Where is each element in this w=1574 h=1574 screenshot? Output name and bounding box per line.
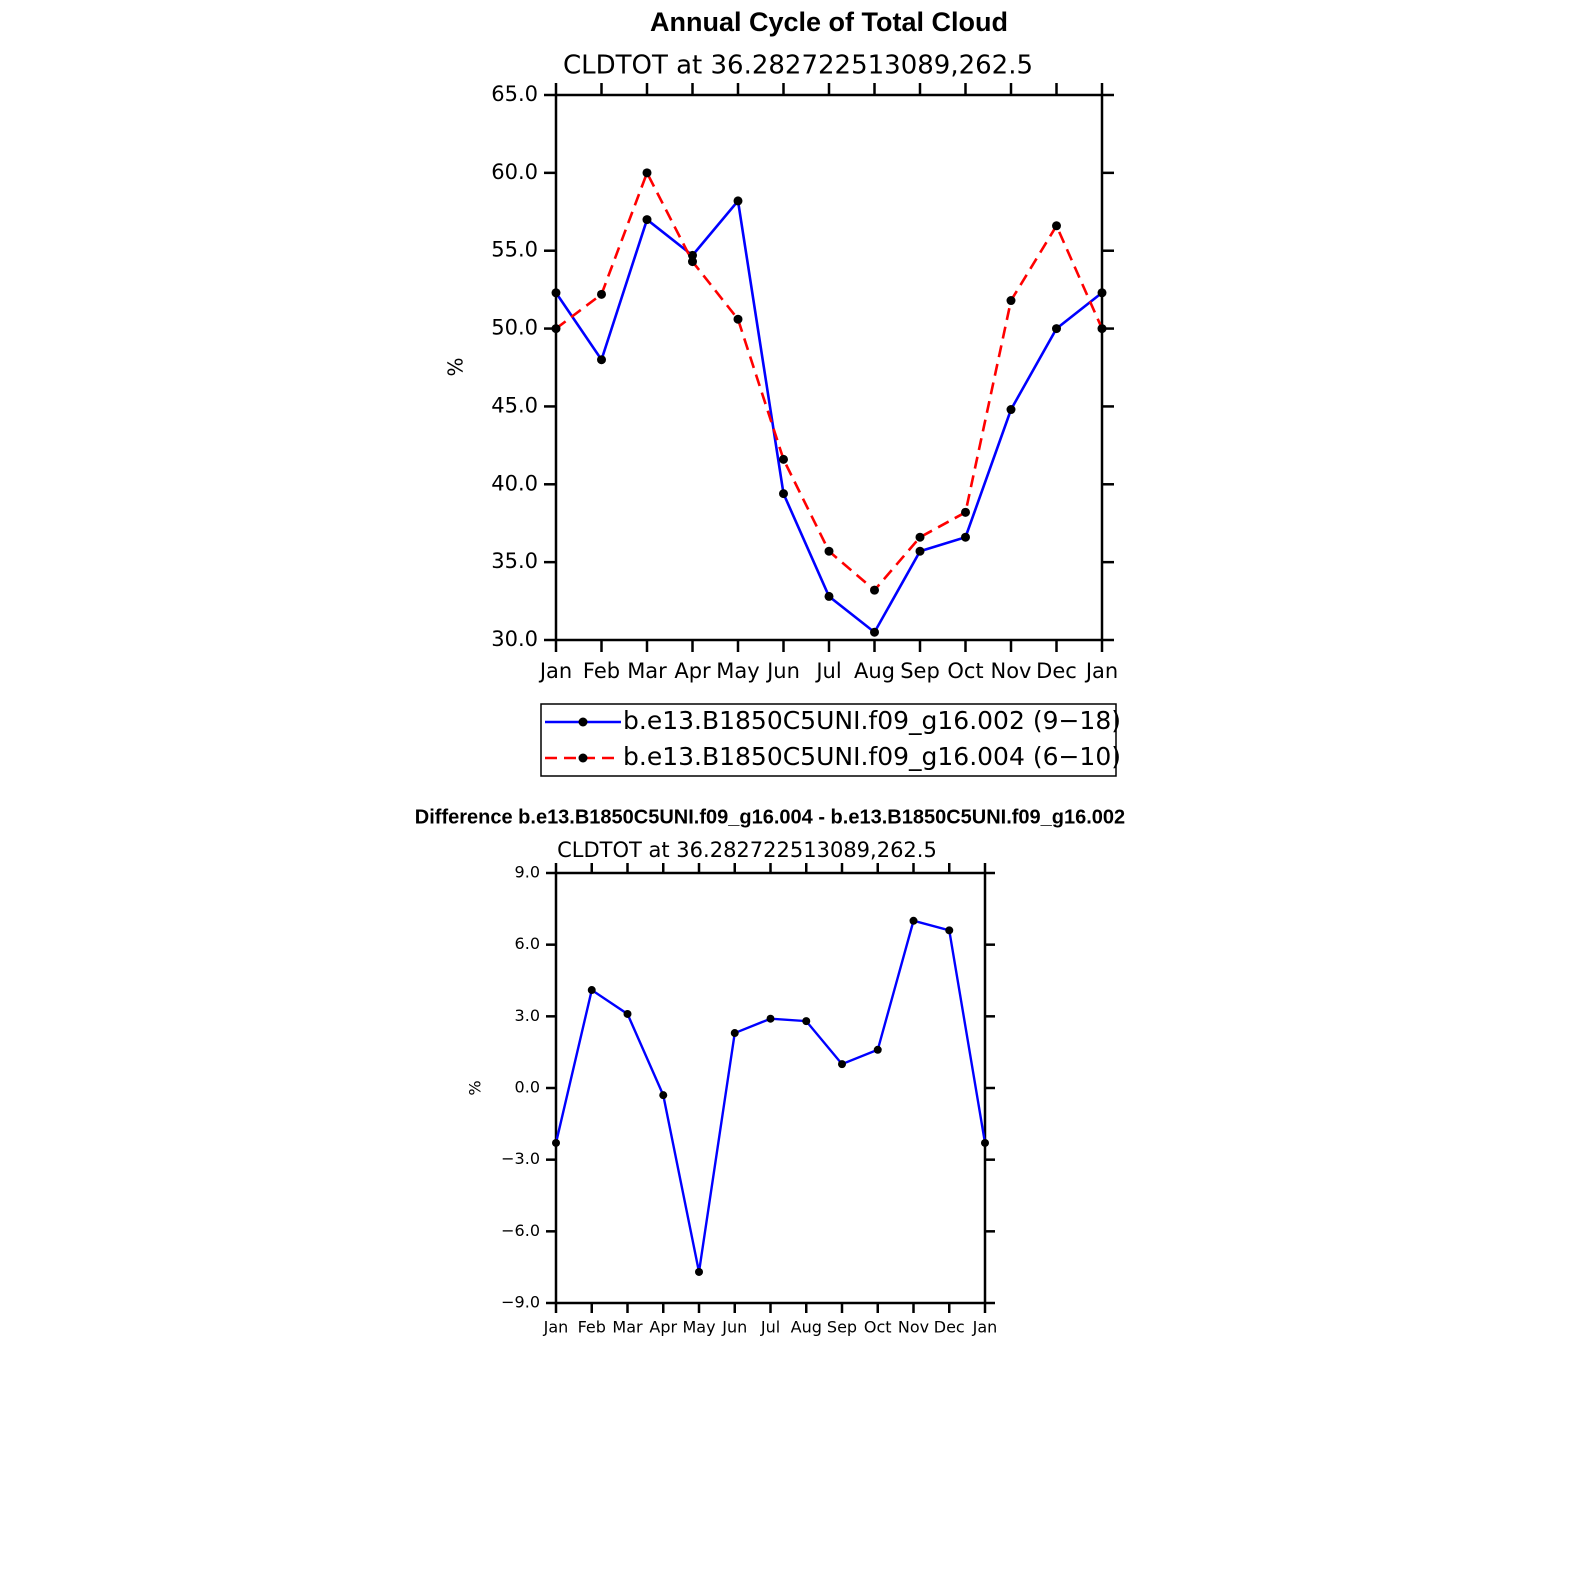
x-tick-label: Dec <box>934 1318 965 1337</box>
data-point <box>695 1267 703 1276</box>
x-tick-label: Aug <box>854 659 895 683</box>
y-tick-label: −9.0 <box>501 1293 540 1312</box>
data-point <box>1052 221 1061 231</box>
x-tick-label: Apr <box>649 1318 677 1337</box>
y-tick-label: 0.0 <box>515 1078 540 1097</box>
data-point <box>733 196 743 206</box>
data-point <box>915 532 925 542</box>
plot-frame <box>554 93 1104 642</box>
x-tick-label: May <box>716 659 759 683</box>
y-axis-label: % <box>466 1080 485 1095</box>
data-point <box>838 1060 846 1069</box>
x-tick-label: Jul <box>760 1318 780 1337</box>
chart-title: Annual Cycle of Total Cloud <box>650 7 1008 37</box>
y-tick-label: −3.0 <box>501 1149 540 1168</box>
chart-subtitle: CLDTOT at 36.282722513089,262.5 <box>563 51 1033 81</box>
data-point <box>1097 324 1107 334</box>
x-tick-label: Feb <box>583 659 620 683</box>
data-point <box>961 532 970 542</box>
data-point <box>1006 405 1016 415</box>
chart-title: Difference b.e13.B1850C5UNI.f09_g16.004 … <box>415 806 1125 828</box>
x-tick-label: Nov <box>991 659 1032 683</box>
x-tick-label: May <box>682 1318 715 1337</box>
data-point <box>870 585 879 595</box>
data-point <box>824 546 834 556</box>
data-point <box>1052 324 1061 334</box>
legend-label: b.e13.B1850C5UNI.f09_g16.002 (9−18) <box>623 706 1121 735</box>
series-line <box>554 197 1103 635</box>
x-tick-label: Jun <box>765 659 800 683</box>
legend-label: b.e13.B1850C5UNI.f09_g16.004 (6−10) <box>623 742 1121 771</box>
data-point <box>915 546 925 556</box>
y-axis-label: % <box>444 357 468 376</box>
data-point <box>642 168 652 178</box>
x-tick-label: Mar <box>627 659 667 683</box>
chart-subtitle: CLDTOT at 36.282722513089,262.5 <box>557 838 937 862</box>
x-tick-label: Jan <box>972 1318 998 1337</box>
y-tick-label: 50.0 <box>491 316 538 340</box>
series-line <box>555 169 1104 593</box>
series-line <box>554 919 987 1273</box>
data-point <box>802 1017 811 1026</box>
x-tick-label: Feb <box>578 1318 606 1337</box>
data-point <box>552 1138 560 1147</box>
x-tick-label: Jun <box>721 1318 747 1337</box>
data-point <box>597 355 606 365</box>
data-point <box>597 289 606 299</box>
y-tick-label: 55.0 <box>491 238 538 262</box>
data-point <box>623 1009 632 1018</box>
x-tick-label: Sep <box>900 659 940 683</box>
data-point <box>551 324 561 334</box>
y-tick-label: 60.0 <box>491 160 538 184</box>
data-point <box>961 507 970 517</box>
data-point <box>873 1045 882 1054</box>
x-tick-label: Dec <box>1036 659 1077 683</box>
x-tick-label: Mar <box>612 1318 643 1337</box>
data-point <box>642 215 652 225</box>
x-tick-label: Sep <box>827 1318 857 1337</box>
data-point <box>981 1138 989 1147</box>
data-point <box>659 1091 668 1100</box>
legend-marker <box>578 753 588 763</box>
data-point <box>766 1014 775 1023</box>
x-tick-label: Jan <box>543 1318 569 1337</box>
data-point <box>551 288 561 298</box>
plot-frame <box>554 871 987 1305</box>
data-point <box>1006 296 1016 306</box>
y-tick-label: 30.0 <box>491 627 538 651</box>
data-point <box>909 916 918 925</box>
data-point <box>945 926 954 935</box>
data-point <box>587 986 596 995</box>
x-tick-label: Aug <box>791 1318 822 1337</box>
x-tick-label: Jul <box>814 659 841 683</box>
y-tick-label: 45.0 <box>491 393 538 417</box>
y-tick-label: 35.0 <box>491 549 538 573</box>
data-point <box>870 627 879 637</box>
y-tick-label: 3.0 <box>515 1006 540 1025</box>
y-tick-label: 40.0 <box>491 471 538 495</box>
x-tick-label: Oct <box>864 1318 892 1337</box>
y-tick-label: 6.0 <box>515 934 540 953</box>
y-tick-label: 65.0 <box>491 82 538 106</box>
legend-marker <box>578 717 588 727</box>
data-point <box>1097 288 1107 298</box>
legend-box <box>540 703 1117 777</box>
x-tick-label: Jan <box>1084 659 1118 683</box>
x-tick-label: Nov <box>898 1318 929 1337</box>
y-tick-label: −6.0 <box>501 1221 540 1240</box>
data-point <box>733 314 743 324</box>
data-point <box>688 250 697 260</box>
x-tick-label: Jan <box>538 659 572 683</box>
y-tick-label: 9.0 <box>515 863 540 882</box>
x-tick-label: Oct <box>947 659 983 683</box>
data-point <box>824 591 834 601</box>
data-point <box>779 454 788 464</box>
data-point <box>730 1029 739 1038</box>
data-point <box>688 257 697 267</box>
data-point <box>779 489 788 499</box>
x-tick-label: Apr <box>674 659 711 683</box>
